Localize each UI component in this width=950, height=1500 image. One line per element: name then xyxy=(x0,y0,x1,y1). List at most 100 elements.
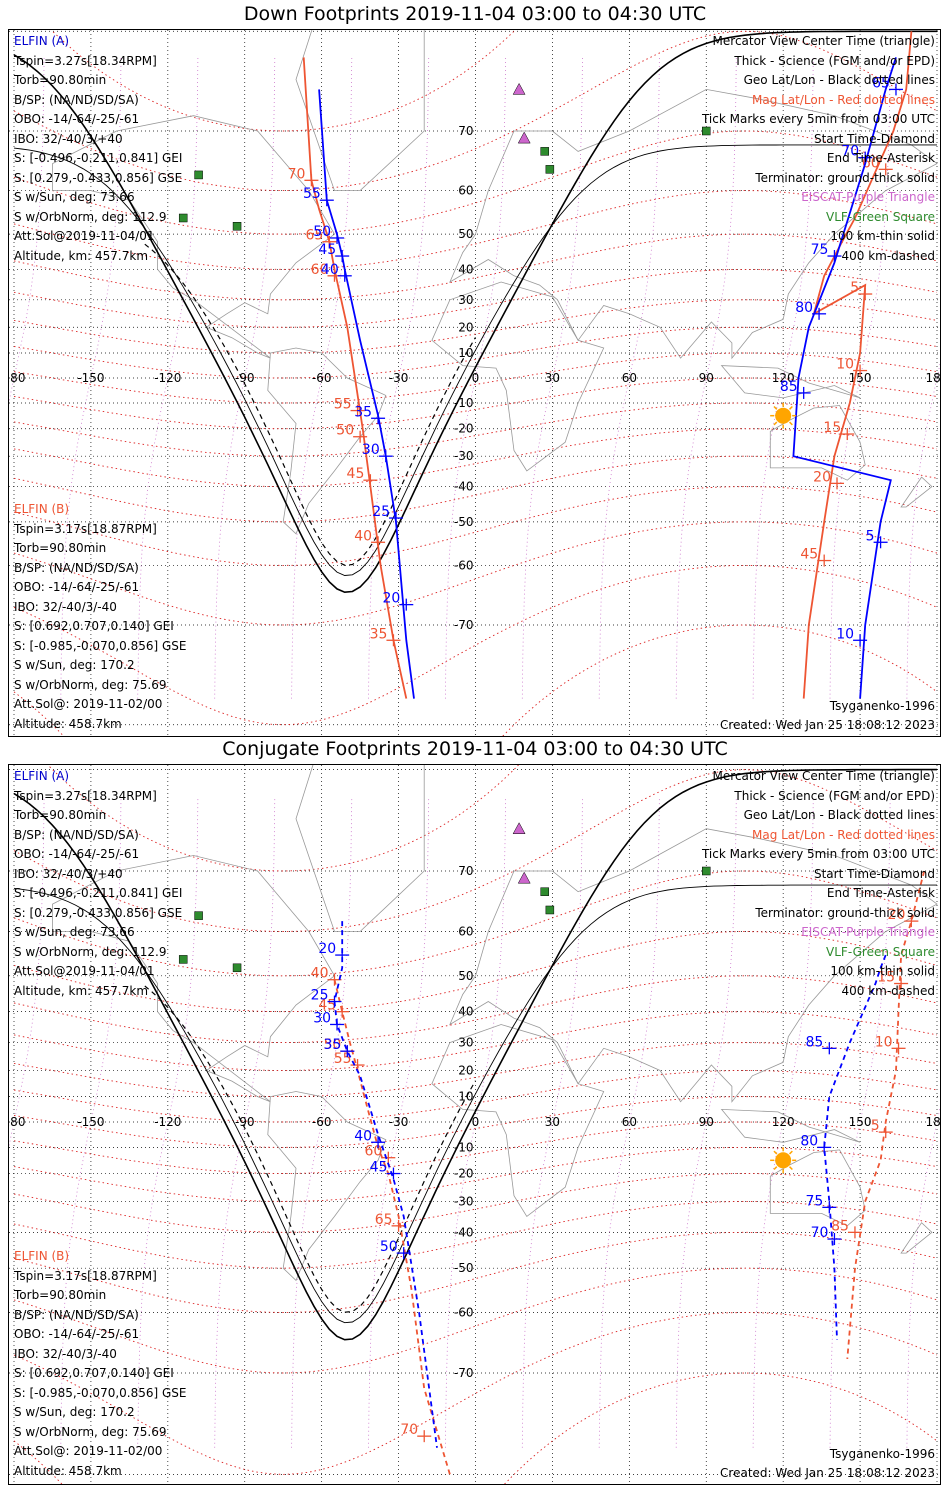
elfin-b-tick-label: 60 xyxy=(311,262,329,278)
vlf-square xyxy=(540,147,549,156)
mag-parallel xyxy=(13,521,938,626)
info-line: S w/Sun, deg: 170.2 xyxy=(14,658,135,672)
legend-item: Mag Lat/Lon - Red dotted lines xyxy=(751,827,935,842)
vlf-square xyxy=(540,887,549,896)
lat-tick-label: 40 xyxy=(458,262,473,276)
mag-meridian xyxy=(675,796,737,1448)
mag-parallel xyxy=(13,564,938,726)
legend-item: 400 km-dashed xyxy=(841,248,935,263)
info-line: S: [-0.496,-0.211,0.841] GEI xyxy=(14,886,183,900)
lon-tick-label: 120 xyxy=(772,371,795,385)
mag-parallel xyxy=(13,1372,938,1484)
eiscat-triangle xyxy=(517,131,531,144)
info-line: Altitude, km: 457.7km xyxy=(14,983,149,998)
continent-outline xyxy=(267,347,387,535)
lat-tick-label: 70 xyxy=(458,864,473,878)
info-line: S: [-0.985,-0.070,0.856] GSE xyxy=(14,638,187,653)
elfin-a-tick-label: 20 xyxy=(318,941,336,957)
elfin-b-lines: Tspin=3.17s[18.87RPM] Torb=90.80min B/SP: … xyxy=(14,520,187,735)
legend-item: Start Time-Diamond xyxy=(813,866,935,881)
lat-tick-label: 20 xyxy=(458,1063,473,1077)
vlf-square xyxy=(545,165,555,174)
info-line: OBO: -14/-64/-25/-61 xyxy=(14,1327,140,1341)
lat-tick-label: 60 xyxy=(458,184,473,198)
lat-tick-label: -50 xyxy=(454,1261,474,1275)
lon-tick-label: -90 xyxy=(235,371,255,385)
sun-ray xyxy=(789,421,793,426)
continent-outline xyxy=(900,1222,933,1254)
elfin-b-tick-label: 40 xyxy=(311,966,329,982)
sun-ray xyxy=(789,1150,793,1155)
legend-item: Thick - Science (FGM and/or EPD) xyxy=(734,53,935,68)
elfin-a-tick-label: 5 xyxy=(866,528,875,544)
elfin-a-tick-label: 50 xyxy=(313,224,331,240)
info-line: S w/OrbNorm, deg: 112.9 xyxy=(14,944,167,959)
legend-block: Mercator View Center Time (triangle) Thic… xyxy=(702,32,935,266)
legend-item: Terminator: ground-thick solid xyxy=(755,170,935,185)
lat-tick-label: -60 xyxy=(454,558,474,572)
lat-tick-label: 40 xyxy=(458,1005,473,1019)
lon-tick-label: 90 xyxy=(699,371,714,385)
elfin-b-tick-label: 65 xyxy=(375,1212,393,1228)
lat-tick-label: 20 xyxy=(458,320,473,334)
lat-tick-label: 30 xyxy=(458,1036,473,1050)
elfin-a-tick-label: 45 xyxy=(370,1160,388,1176)
legend-item: 400 km-dashed xyxy=(841,983,935,998)
info-line: S w/Sun, deg: 73.66 xyxy=(14,925,135,939)
vlf-square xyxy=(194,170,203,180)
lat-tick-label: -20 xyxy=(454,1167,474,1181)
elfin-a-tick-label: 55 xyxy=(303,186,321,202)
sun-ray xyxy=(789,405,793,410)
lon-tick-label: 60 xyxy=(622,1115,637,1129)
info-line: Torb=90.80min xyxy=(14,808,107,822)
elfin-b-tick-label: 60 xyxy=(364,1144,382,1160)
terminator-400km xyxy=(144,243,477,566)
sun-ray xyxy=(773,421,778,426)
continent-outline xyxy=(295,30,425,191)
info-line: S: [-0.985,-0.070,0.856] GSE xyxy=(14,1385,187,1400)
legend-item: VLF-Green Square xyxy=(826,944,935,959)
elfin-a-tick-label: 70 xyxy=(841,144,859,160)
elfin-b-tick-label: 5 xyxy=(850,280,859,296)
elfin-a-lines: Tspin=3.27s[18.34RPM] Torb=90.80min B/SP: … xyxy=(14,787,182,1002)
continent-outline xyxy=(900,476,933,508)
info-line: Tspin=3.27s[18.34RPM] xyxy=(14,53,157,68)
info-line: Tspin=3.17s[18.87RPM] xyxy=(14,1268,157,1283)
continent-outline xyxy=(449,88,938,360)
elfin-b-tick-label: 65 xyxy=(306,228,324,244)
mag-parallel xyxy=(13,30,938,192)
vlf-square xyxy=(178,955,188,964)
lat-tick-label: -30 xyxy=(454,1194,474,1208)
lon-tick-label: -150 xyxy=(77,1115,104,1129)
elfin-b-track xyxy=(846,870,926,1359)
info-line: B/SP: (NA/ND/SD/SA) xyxy=(14,560,139,575)
eiscat-triangle xyxy=(512,82,526,95)
terminator-ground xyxy=(13,30,937,594)
mag-meridian xyxy=(906,362,940,699)
mag-meridian xyxy=(675,57,737,699)
lon-tick-label: -120 xyxy=(154,1115,181,1129)
info-line: S: [0.279,-0.433,0.856] GSE xyxy=(14,170,183,185)
legend-item: EISCAT-Purple Triangle xyxy=(801,190,935,204)
elfin-b-tick-label: 15 xyxy=(877,970,895,986)
elfin-b-lines: Tspin=3.17s[18.87RPM] Torb=90.80min B/SP: … xyxy=(14,1267,187,1482)
sun-ray xyxy=(773,1150,778,1155)
elfin-a-tick-label: 30 xyxy=(313,1010,331,1026)
elfin-a-tick-label: 70 xyxy=(811,1225,829,1241)
elfin-b-tick-label: 45 xyxy=(800,547,818,563)
mag-meridian xyxy=(214,796,276,1448)
elfin-a-tick-label: 85 xyxy=(780,379,798,395)
info-line: S w/OrbNorm, deg: 112.9 xyxy=(14,209,167,224)
lon-tick-label: 90 xyxy=(699,1115,714,1129)
mag-meridian xyxy=(60,796,122,1448)
mag-parallel xyxy=(13,1200,938,1269)
lon-tick-label: -30 xyxy=(389,371,409,385)
lon-tick-label: 30 xyxy=(545,371,560,385)
mag-meridian xyxy=(598,57,660,699)
lat-tick-label: 10 xyxy=(458,346,473,360)
sun-ray xyxy=(773,405,778,410)
sun-icon xyxy=(775,1152,792,1169)
elfin-b-tick-label: 70 xyxy=(400,1422,418,1438)
legend-item: Geo Lat/Lon - Black dotted lines xyxy=(743,73,935,87)
mag-meridian xyxy=(445,796,506,1448)
